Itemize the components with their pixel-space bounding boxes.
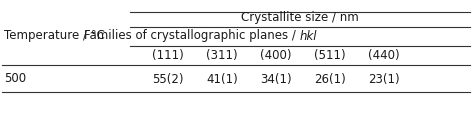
Text: 55(2): 55(2) <box>152 72 184 86</box>
Text: 34(1): 34(1) <box>260 72 292 86</box>
Text: (311): (311) <box>206 49 238 61</box>
Text: 23(1): 23(1) <box>368 72 400 86</box>
Text: 500: 500 <box>4 72 26 86</box>
Text: Crystallite size / nm: Crystallite size / nm <box>241 11 359 25</box>
Text: (511): (511) <box>314 49 346 61</box>
Text: (400): (400) <box>260 49 292 61</box>
Text: Temperature / °C: Temperature / °C <box>4 30 105 42</box>
Text: 41(1): 41(1) <box>206 72 238 86</box>
Text: hkl: hkl <box>300 30 318 42</box>
Text: (440): (440) <box>368 49 400 61</box>
Text: (111): (111) <box>152 49 184 61</box>
Text: 26(1): 26(1) <box>314 72 346 86</box>
Text: Families of crystallographic planes /: Families of crystallographic planes / <box>84 30 300 42</box>
